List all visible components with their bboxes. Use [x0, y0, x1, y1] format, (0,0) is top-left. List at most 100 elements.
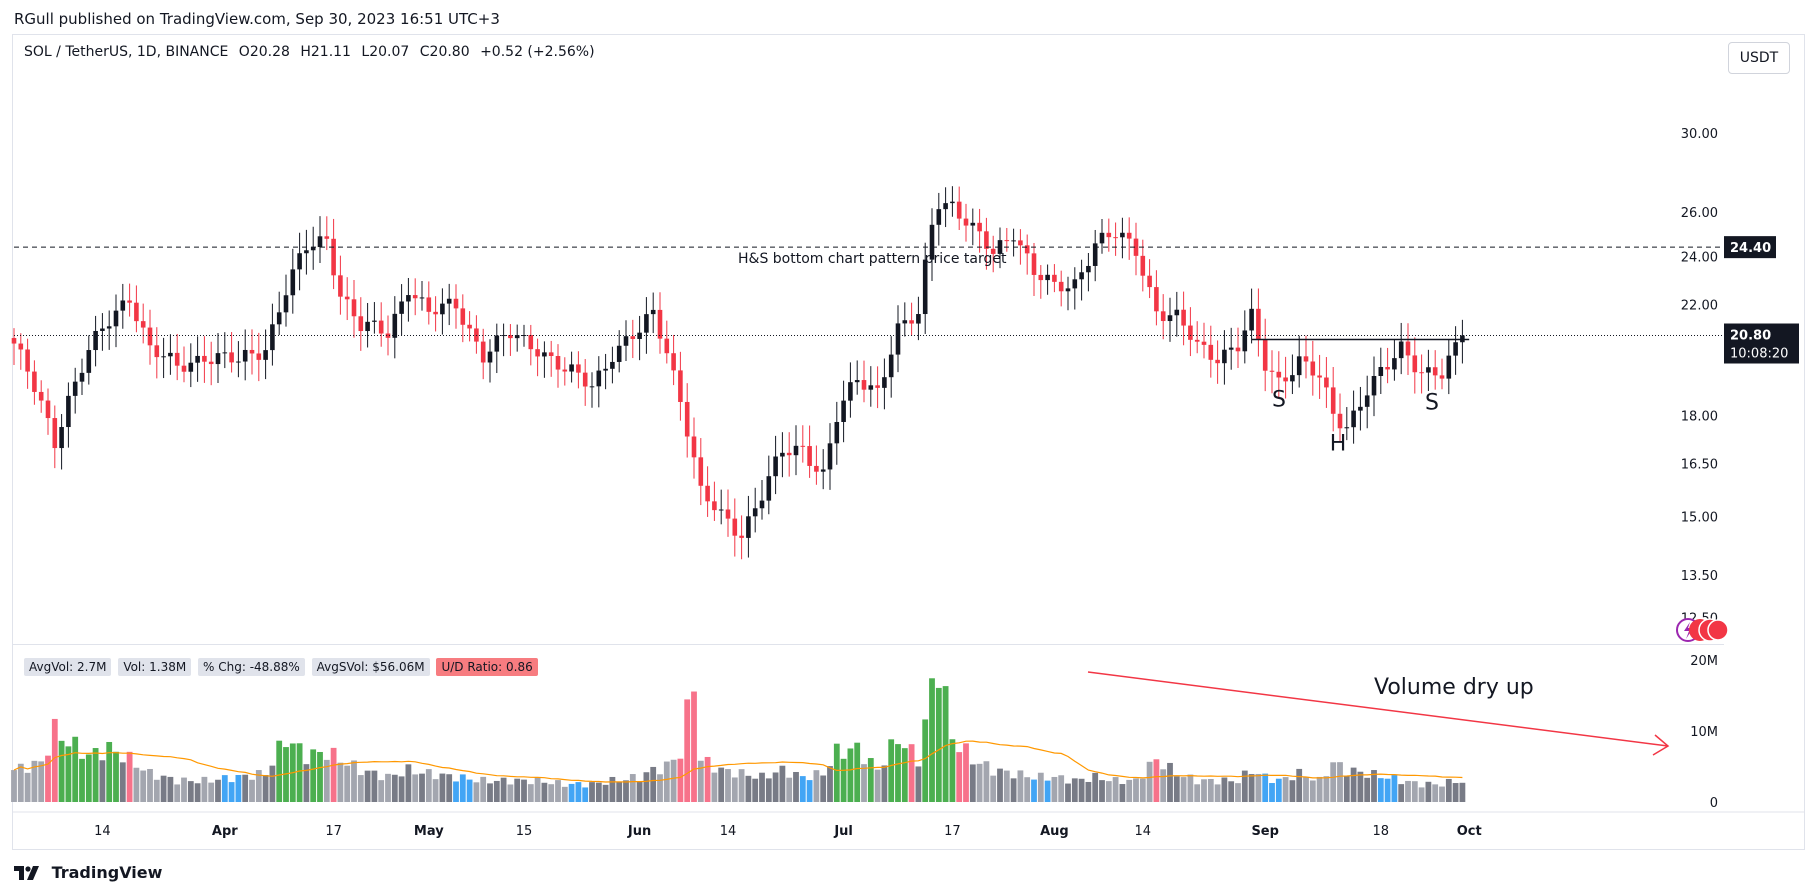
volume-bar[interactable] [153, 779, 160, 802]
volume-bar[interactable] [1112, 777, 1119, 802]
candle[interactable] [1065, 276, 1071, 311]
volume-bar[interactable] [840, 758, 847, 802]
volume-bar[interactable] [92, 748, 99, 802]
candle[interactable] [467, 311, 472, 342]
candle[interactable] [18, 333, 24, 370]
candle[interactable] [140, 303, 146, 344]
candle[interactable] [1174, 291, 1180, 337]
candle[interactable] [834, 401, 840, 465]
candle[interactable] [929, 208, 935, 282]
volume-bar[interactable] [1167, 762, 1173, 802]
candle[interactable] [535, 338, 540, 377]
volume-bar[interactable] [140, 770, 147, 802]
candle[interactable] [1446, 339, 1452, 395]
volume-bar[interactable] [888, 739, 895, 802]
volume-bar[interactable] [11, 770, 17, 802]
volume-bar[interactable] [480, 776, 487, 802]
candle[interactable] [351, 280, 357, 338]
footer-brand[interactable]: TradingView [51, 863, 163, 882]
volume-bar[interactable] [1180, 777, 1187, 802]
volume-bar[interactable] [1296, 768, 1303, 802]
volume-bar[interactable] [507, 784, 514, 802]
volume-bar[interactable] [643, 772, 650, 802]
candle[interactable] [1222, 330, 1227, 385]
candle[interactable] [1378, 347, 1384, 394]
candle[interactable] [1045, 264, 1050, 295]
candle[interactable] [208, 341, 214, 386]
candle[interactable] [501, 323, 506, 357]
candle[interactable] [623, 320, 629, 361]
candle[interactable] [582, 359, 588, 406]
volume-bar[interactable] [772, 772, 779, 802]
candle[interactable] [11, 328, 17, 365]
candle[interactable] [807, 425, 812, 478]
candle[interactable] [1208, 325, 1214, 378]
candle[interactable] [610, 346, 615, 384]
candle[interactable] [1181, 291, 1186, 346]
candle[interactable] [800, 425, 806, 463]
volume-bar[interactable] [187, 781, 194, 802]
volume-bar[interactable] [310, 749, 317, 802]
volume-bar[interactable] [1418, 787, 1425, 802]
volume-bar[interactable] [589, 782, 595, 802]
candle[interactable] [45, 388, 51, 435]
candle[interactable] [1398, 322, 1404, 375]
volume-bar[interactable] [337, 762, 344, 802]
candle[interactable] [412, 278, 418, 316]
volume-bar[interactable] [255, 770, 262, 802]
candle[interactable] [882, 358, 887, 410]
volume-bar[interactable] [521, 779, 527, 802]
candle[interactable] [589, 372, 595, 408]
candle[interactable] [603, 353, 608, 390]
volume-bar[interactable] [269, 765, 276, 802]
volume-bar[interactable] [466, 779, 473, 802]
volume-bar[interactable] [1207, 778, 1214, 802]
volume-bar[interactable] [371, 770, 378, 802]
volume-bar[interactable] [1289, 780, 1296, 802]
volume-bar[interactable] [833, 743, 840, 802]
candle[interactable] [963, 203, 969, 242]
head-label[interactable]: H [1330, 431, 1347, 456]
volume-bar[interactable] [174, 784, 181, 802]
volume-bar[interactable] [990, 775, 997, 802]
candle[interactable] [174, 333, 180, 381]
volume-bar[interactable] [602, 784, 609, 802]
candle[interactable] [399, 284, 404, 336]
volume-bar[interactable] [997, 768, 1003, 802]
volume-bar[interactable] [296, 743, 303, 802]
candle[interactable] [644, 297, 649, 354]
volume-bar[interactable] [235, 774, 242, 802]
candle[interactable] [1432, 350, 1438, 390]
volume-bar[interactable] [908, 744, 915, 802]
volume-bar[interactable] [1343, 775, 1350, 802]
volume-bar[interactable] [215, 779, 221, 802]
candle[interactable] [106, 310, 112, 350]
candle[interactable] [372, 302, 377, 334]
candle[interactable] [1140, 239, 1146, 292]
volume-bar[interactable] [1092, 772, 1099, 802]
candle[interactable] [392, 296, 398, 359]
candle[interactable] [1113, 222, 1118, 256]
volume-bar[interactable] [1398, 784, 1405, 802]
volume-bar[interactable] [752, 778, 759, 802]
candle[interactable] [331, 218, 336, 290]
volume-bar[interactable] [1377, 778, 1384, 802]
volume-bar[interactable] [99, 760, 106, 802]
volume-bar[interactable] [1357, 771, 1364, 802]
candle[interactable] [868, 366, 874, 407]
candle[interactable] [236, 341, 241, 378]
volume-bar[interactable] [38, 761, 45, 802]
candle[interactable] [664, 320, 670, 364]
candle[interactable] [304, 229, 309, 275]
volume-bar[interactable] [1371, 770, 1377, 802]
us-flag-icon-3[interactable] [1707, 619, 1729, 641]
candle[interactable] [1337, 393, 1343, 442]
target-annotation[interactable]: H&S bottom chart pattern price target [738, 251, 1007, 267]
candle[interactable] [1086, 253, 1091, 292]
volume-bar[interactable] [820, 775, 827, 802]
volume-bar[interactable] [1146, 761, 1153, 802]
volume-bar[interactable] [1330, 762, 1337, 802]
volume-bar[interactable] [969, 764, 976, 802]
volume-bar[interactable] [1452, 783, 1459, 802]
candle[interactable] [854, 360, 860, 395]
